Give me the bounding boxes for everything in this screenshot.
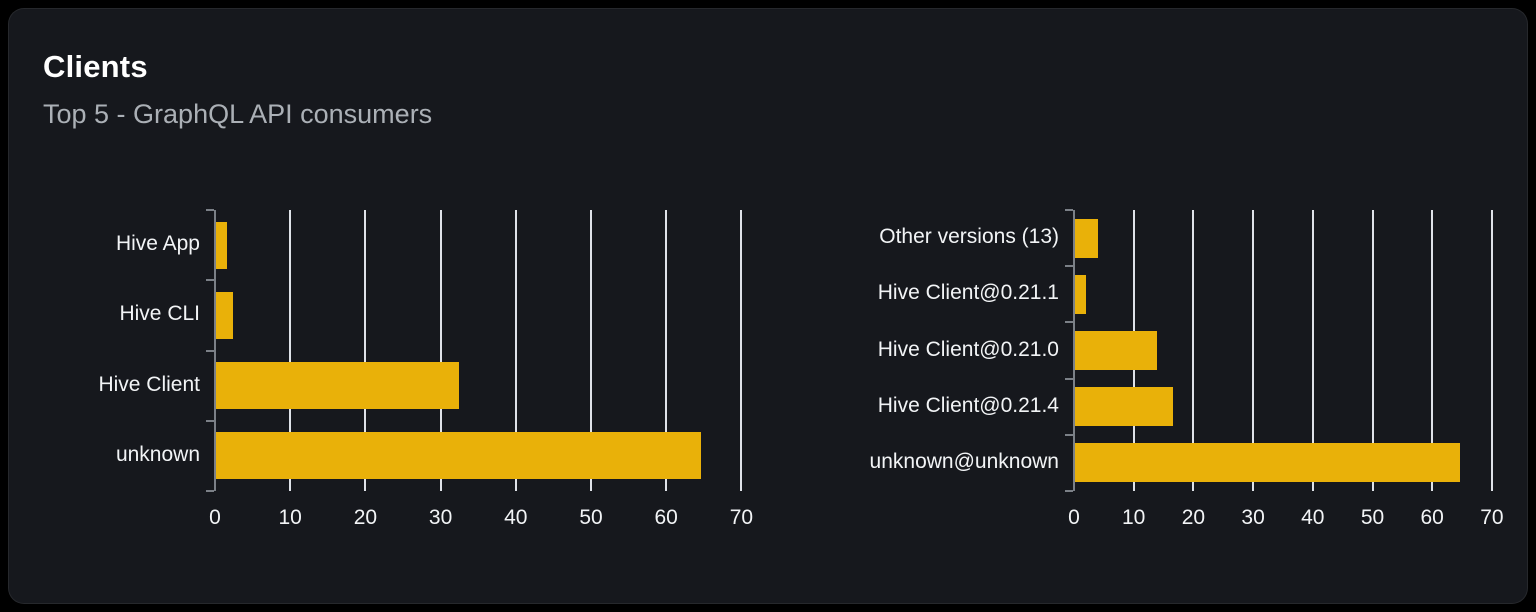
gridline — [1431, 210, 1434, 491]
y-axis-tick — [1065, 265, 1073, 268]
category-label: Hive Client — [98, 372, 200, 396]
card-subtitle: Top 5 - GraphQL API consumers — [43, 99, 433, 129]
x-tick-label: 20 — [353, 506, 378, 529]
x-tick-label: 30 — [1241, 506, 1265, 529]
bar[interactable] — [1075, 331, 1158, 370]
gridline — [665, 210, 668, 491]
x-tick-label: 50 — [1360, 506, 1385, 529]
category-label: Hive Client@0.21.0 — [877, 337, 1059, 361]
y-axis-tick — [1065, 321, 1073, 324]
category-label: Hive App — [115, 232, 200, 256]
category-label: Hive Client@0.21.4 — [877, 393, 1059, 417]
x-tick-label: 70 — [729, 506, 754, 529]
bar[interactable] — [1075, 387, 1173, 427]
gridline — [1192, 210, 1195, 491]
x-tick-label: 40 — [504, 506, 528, 529]
category-label: Hive CLI — [119, 302, 200, 326]
bar[interactable] — [1075, 274, 1087, 314]
card-title: Clients — [43, 49, 148, 84]
gridline — [1252, 210, 1255, 491]
bar[interactable] — [1075, 443, 1461, 483]
category-label: unknown — [115, 442, 200, 466]
x-tick-label: 30 — [428, 506, 453, 529]
category-label: Other versions (13) — [879, 225, 1059, 249]
x-tick-label: 20 — [1181, 506, 1206, 529]
bar[interactable] — [216, 221, 228, 269]
x-tick-label: 10 — [1122, 506, 1146, 529]
x-tick-label: 60 — [1420, 506, 1444, 529]
y-axis-line — [214, 210, 216, 491]
y-axis-line — [1073, 210, 1075, 491]
x-tick-label: 50 — [579, 506, 603, 529]
clients-top5-bar-chart: Hive App Hive CLI Hive Client unknown 0 10 20 3… — [9, 9, 1527, 603]
y-axis-tick — [206, 279, 214, 282]
gridline — [1311, 210, 1314, 491]
y-axis-tick — [1065, 209, 1073, 211]
gridline — [439, 210, 442, 491]
y-axis-tick — [206, 419, 214, 422]
x-tick-label: 70 — [1480, 506, 1504, 529]
gridline — [514, 210, 517, 491]
gridline — [740, 210, 743, 491]
client-versions-bar-chart: Other versions (13) Hive Client@0.21.1 Hiv… — [9, 9, 1527, 603]
gridline — [364, 210, 367, 491]
bar[interactable] — [216, 291, 233, 339]
x-tick-label: 0 — [209, 506, 221, 529]
gridline — [1371, 210, 1374, 491]
clients-card: Clients Top 5 - GraphQL API consumers Hi… — [8, 8, 1528, 604]
bar[interactable] — [216, 432, 702, 480]
y-axis-tick — [206, 209, 214, 211]
x-tick-label: 40 — [1301, 506, 1325, 529]
category-label: unknown@unknown — [869, 449, 1059, 473]
y-axis-tick — [1065, 490, 1073, 492]
x-tick-label: 10 — [278, 506, 302, 529]
y-axis-tick — [206, 490, 214, 492]
gridline — [1490, 210, 1493, 491]
y-axis-tick — [1065, 433, 1073, 436]
x-tick-label: 60 — [654, 506, 678, 529]
y-axis-tick — [206, 349, 214, 352]
bar[interactable] — [1075, 218, 1099, 258]
gridline — [289, 210, 292, 491]
category-label: Hive Client@0.21.1 — [877, 281, 1059, 305]
gridline — [590, 210, 592, 491]
bar[interactable] — [216, 362, 459, 410]
x-tick-label: 0 — [1068, 506, 1080, 529]
y-axis-tick — [1065, 377, 1073, 380]
